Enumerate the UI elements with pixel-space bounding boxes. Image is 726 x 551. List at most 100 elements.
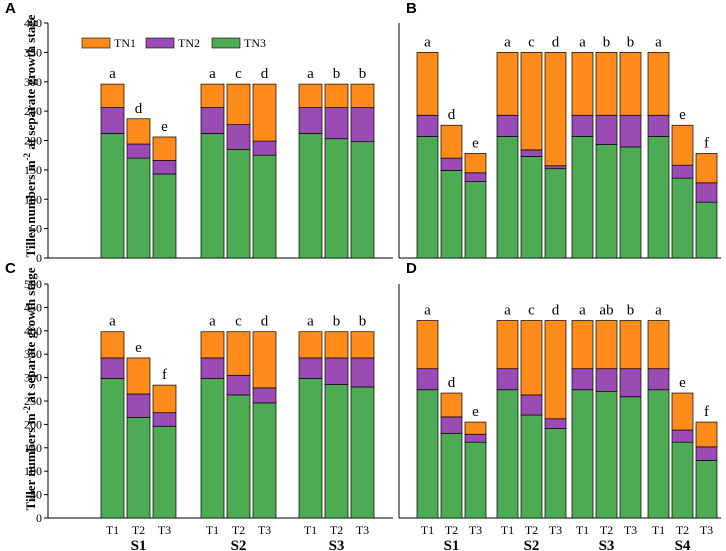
x-tick-label: T2 [232,523,245,537]
significance-label: a [307,66,314,82]
bar-tn3-s1-t3 [152,173,177,259]
significance-label: a [424,303,431,319]
x-tick-label: T2 [445,523,458,537]
panel-label-c: C [5,260,16,277]
significance-label: a [209,314,216,330]
bar-tn2-s4-t1 [647,368,670,391]
x-tick-label: T1 [576,523,589,537]
panel-d: Da T1 d T2 e T3 S1 a T1 c T2 d T3 S2 a T1 ab T2 b T3 S3 a T1 e T… [398,260,721,551]
significance-label: d [261,314,269,330]
bar-tn3-s2-t1 [496,136,519,259]
significance-label: c [528,303,535,319]
bar-tn1-s2-t2 [226,83,251,125]
bar-tn3-s1-t3 [464,441,487,519]
bar-tn3-s2-t3 [252,154,277,259]
bar-tn2-s4-t1 [647,114,670,137]
bar-tn2-s1-t3 [464,433,487,443]
bar-tn3-s3-t1 [298,378,323,519]
bar-tn1-s1-t3 [464,421,487,435]
y-tick-label: 100 [24,192,42,206]
bar-tn2-s3-t1 [571,368,594,391]
y-tick-label: 350 [24,45,42,59]
significance-label: d [261,66,269,82]
group-label-s2: S2 [524,538,540,551]
panel-label-b: B [406,0,417,17]
legend-swatch-tn3 [211,37,241,49]
bar-tn1-s3-t2 [324,83,349,108]
bar-tn2-s4-t3 [695,446,718,461]
bar-tn3-s4-t1 [647,389,670,519]
panel-label-a: A [5,0,16,17]
x-tick-label: T2 [676,523,689,537]
y-tick-label: 400 [24,16,42,30]
bar-tn2-s2-t2 [520,394,543,416]
bar-tn2-s3-t3 [619,114,642,148]
panel-c: C 0 50 100 150 200 250 300 350 400 450 500 a T1 e T2 f T3… [5,260,393,551]
y-tick-label: 150 [24,441,42,455]
significance-label: e [679,375,686,391]
bar-tn3-s3-t1 [571,389,594,519]
bar-tn3-s3-t3 [350,386,375,519]
bar-tn3-s2-t2 [226,148,251,259]
x-tick-label: T2 [600,523,613,537]
bar-tn1-s2-t1 [496,52,519,116]
x-tick-label: T3 [549,523,562,537]
bar-tn1-s3-t2 [324,331,349,359]
significance-label: e [472,404,479,420]
y-tick-label: 150 [24,163,42,177]
bar-tn2-s1-t1 [100,357,125,379]
group-label-s2: S2 [231,538,247,551]
significance-label: c [235,66,242,82]
bar-tn2-s3-t1 [298,107,323,134]
significance-label: a [504,34,511,50]
bar-tn2-s2-t3 [252,140,277,156]
significance-label: e [679,107,686,123]
significance-label: e [161,119,168,135]
bar-tn1-s4-t1 [647,320,670,370]
bar-tn3-s2-t1 [200,378,225,519]
bar-tn3-s2-t2 [520,156,543,259]
bar-tn2-s3-t2 [595,368,618,392]
significance-label: a [579,303,586,319]
bar-tn2-s2-t1 [496,114,519,137]
significance-label: b [627,303,635,319]
bar-tn3-s1-t1 [416,136,439,259]
bar-tn2-s3-t2 [595,114,618,145]
significance-label: b [359,314,367,330]
bar-tn1-s1-t3 [464,153,487,174]
x-tick-label: T3 [624,523,637,537]
bar-tn2-s1-t3 [464,172,487,182]
bar-tn3-s3-t2 [595,391,618,519]
significance-label: d [552,34,560,50]
x-tick-label: T1 [106,523,119,537]
bar-tn2-s2-t1 [200,107,225,134]
bar-tn1-s4-t1 [647,52,670,116]
bar-tn2-s2-t1 [200,357,225,379]
x-tick-label: T3 [356,523,369,537]
bar-tn1-s1-t2 [126,357,151,395]
bar-tn2-s3-t2 [324,107,349,140]
bar-tn3-s3-t3 [619,146,642,259]
significance-label: c [528,34,535,50]
x-tick-label: T3 [258,523,271,537]
panel-label-d: D [406,260,417,277]
significance-label: f [704,135,709,151]
significance-label: c [235,314,242,330]
bar-tn1-s1-t2 [126,118,151,145]
y-tick-label: 250 [24,104,42,118]
bar-tn1-s1-t1 [416,320,439,370]
y-tick-label: 50 [30,488,42,502]
legend-swatch-tn1 [81,37,111,49]
bar-tn3-s3-t2 [324,384,349,519]
x-tick-label: T1 [421,523,434,537]
significance-label: d [552,303,560,319]
bar-tn3-s1-t2 [440,432,463,519]
bar-tn2-s3-t3 [619,368,642,398]
bar-tn1-s4-t2 [671,124,694,166]
bar-tn3-s1-t2 [126,157,151,259]
x-tick-label: T1 [652,523,665,537]
bar-tn2-s2-t3 [544,418,567,429]
bar-tn2-s1-t1 [100,107,125,134]
bar-tn3-s2-t1 [496,389,519,519]
